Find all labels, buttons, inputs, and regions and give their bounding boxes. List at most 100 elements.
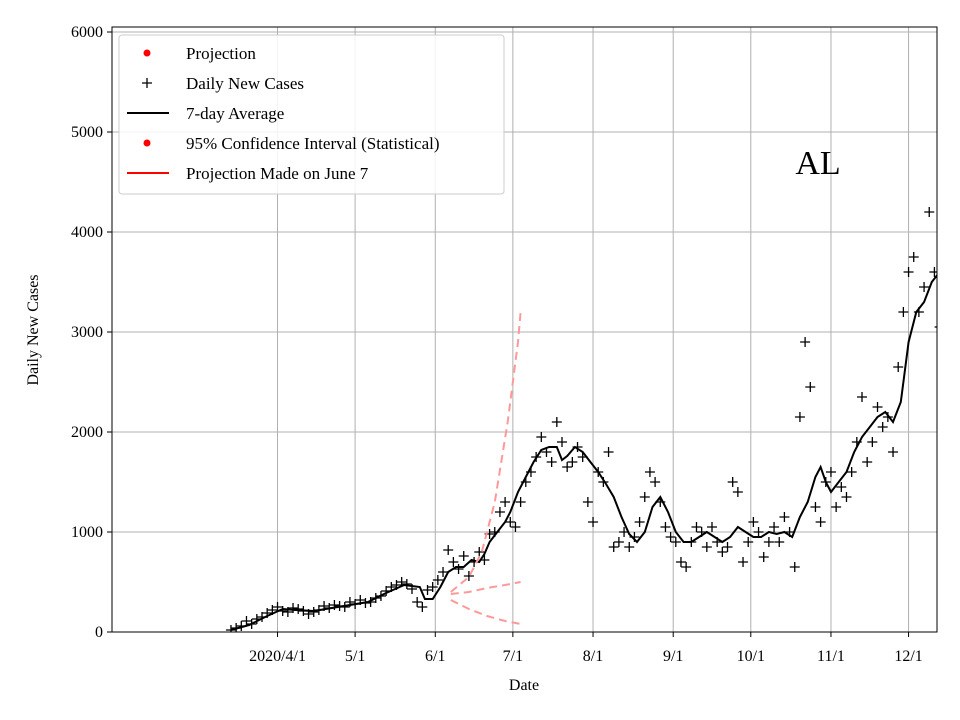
daily-case-point: [675, 557, 686, 567]
x-axis-label: Date: [509, 677, 539, 694]
7-day-average-line: [230, 273, 937, 631]
daily-case-point: [494, 507, 505, 517]
daily-case-point: [432, 575, 443, 585]
daily-case-point: [650, 477, 661, 487]
daily-case-point: [417, 602, 428, 612]
legend-label: Projection Made on June 7: [186, 164, 369, 183]
legend-label: 7-day Average: [186, 104, 284, 123]
daily-case-point: [551, 417, 562, 427]
daily-case-point: [448, 557, 459, 567]
projection-made-on-june-7-lower-line: [450, 599, 521, 625]
daily-case-point: [670, 537, 681, 547]
daily-case-point: [903, 267, 914, 277]
daily-case-point: [443, 545, 454, 555]
legend: Projection Daily New Cases 7-day Average 95…: [118, 34, 505, 195]
daily-case-point: [934, 326, 937, 328]
y-tick-label: 2000: [71, 424, 103, 441]
daily-case-point: [438, 567, 449, 577]
daily-case-point: [644, 467, 655, 477]
daily-case-point: [846, 467, 857, 477]
daily-case-point: [412, 597, 423, 607]
daily-case-point: [546, 457, 557, 467]
daily-case-point: [453, 564, 464, 574]
daily-case-point: [500, 497, 511, 507]
daily-case-point: [810, 502, 821, 512]
daily-case-point: [758, 552, 769, 562]
daily-case-point: [779, 512, 790, 522]
daily-case-point: [634, 517, 645, 527]
daily-case-point: [857, 392, 867, 402]
daily-case-point: [536, 432, 547, 442]
daily-case-point: [603, 447, 614, 457]
daily-case-point: [929, 267, 937, 277]
x-tick-label: 11/1: [817, 648, 845, 665]
y-tick-label: 6000: [71, 24, 103, 41]
daily-case-point: [924, 207, 935, 217]
daily-case-point: [557, 437, 567, 447]
x-tick-label: 9/1: [663, 648, 683, 665]
daily-case-point: [707, 522, 717, 532]
daily-case-point: [774, 537, 785, 547]
legend-dot-icon: [143, 139, 151, 147]
x-tick-label: 8/1: [583, 648, 603, 665]
legend-plus-icon: [142, 78, 152, 88]
projection-made-on-june-7-upper-line: [450, 311, 522, 593]
daily-case-point: [872, 402, 883, 412]
daily-case-point: [717, 547, 728, 557]
daily-case-point: [691, 522, 702, 532]
x-tick-label: 10/1: [737, 648, 765, 665]
daily-case-point: [805, 382, 816, 392]
region-label: AL: [795, 145, 840, 182]
legend-dot-icon: [143, 49, 151, 57]
daily-case-point: [681, 562, 692, 572]
daily-case-point: [893, 362, 904, 372]
daily-case-point: [722, 542, 733, 552]
axis-ticks: 2020/4/15/16/17/18/19/110/111/112/12021/…: [71, 24, 923, 665]
y-axis-label: Daily New Cases: [25, 274, 42, 385]
daily-case-point: [898, 307, 909, 317]
plot-area: [225, 207, 937, 632]
daily-case-point: [769, 522, 780, 532]
daily-case-point: [401, 579, 412, 589]
daily-case-point: [613, 537, 624, 547]
daily-case-point: [877, 422, 888, 432]
daily-case-point: [862, 457, 873, 467]
legend-label: Daily New Cases: [186, 74, 304, 93]
daily-case-point: [463, 571, 474, 581]
daily-case-point: [800, 337, 811, 347]
y-tick-label: 5000: [71, 124, 103, 141]
daily-case-point: [458, 551, 469, 561]
daily-case-point: [474, 547, 485, 557]
x-tick-label: 5/1: [345, 648, 365, 665]
daily-case-point: [510, 522, 521, 532]
daily-case-point: [665, 532, 676, 542]
daily-case-point: [919, 282, 930, 292]
daily-case-point: [753, 527, 764, 537]
daily-case-point: [241, 616, 252, 626]
series-group: [225, 207, 937, 632]
daily-case-point: [582, 497, 593, 507]
daily-case-point: [815, 517, 826, 527]
daily-case-point: [738, 557, 749, 567]
daily-case-point: [288, 603, 299, 613]
legend-label: 95% Confidence Interval (Statistical): [186, 134, 440, 153]
x-tick-label: 7/1: [503, 648, 523, 665]
legend-box: [118, 34, 505, 195]
daily-case-point: [908, 252, 919, 262]
daily-case-point: [701, 542, 712, 552]
daily-case-point: [608, 542, 619, 552]
daily-case-point: [422, 585, 433, 595]
axes-frame: [111, 26, 938, 633]
daily-case-point: [588, 517, 599, 527]
daily-case-point: [515, 497, 526, 507]
y-tick-label: 3000: [71, 324, 103, 341]
daily-case-point: [624, 542, 635, 552]
x-tick-label: 6/1: [425, 648, 445, 665]
daily-case-point: [639, 492, 650, 502]
daily-case-point: [743, 537, 754, 547]
daily-case-point: [888, 447, 899, 457]
daily-case-point: [727, 477, 738, 487]
daily-case-point: [505, 517, 516, 527]
daily-case-point: [660, 522, 671, 532]
